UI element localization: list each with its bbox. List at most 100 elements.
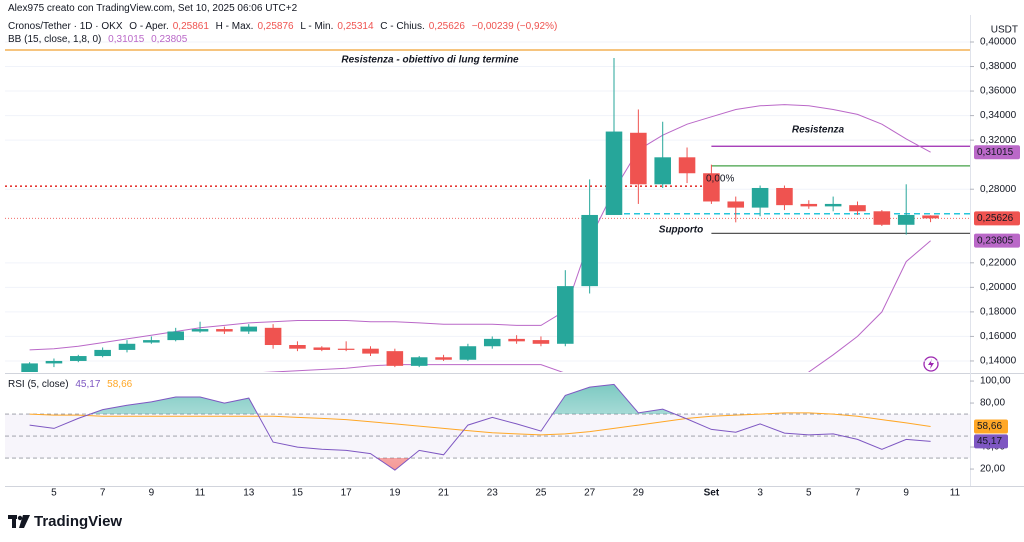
rsi-line bbox=[29, 383, 931, 471]
y-tick-label: 0,32000 bbox=[980, 135, 1017, 146]
logo: TradingView bbox=[8, 513, 122, 530]
annotation: Supporto bbox=[659, 225, 703, 236]
overbought-fill bbox=[29, 384, 931, 415]
last-value-label: 45,17 bbox=[977, 436, 1002, 447]
x-tick-label: 5 bbox=[51, 488, 57, 499]
quote-label: L - Min. bbox=[300, 21, 334, 32]
y-tick-label: 0,18000 bbox=[980, 307, 1017, 318]
symbol: Cronos/Tether · 1D · OKX bbox=[8, 21, 123, 32]
candle-body bbox=[313, 347, 331, 350]
candle-body bbox=[824, 203, 842, 207]
bolt-icon bbox=[923, 356, 939, 372]
x-tick-label: 29 bbox=[633, 488, 645, 499]
x-tick-label: 21 bbox=[438, 488, 450, 499]
candle-body bbox=[289, 345, 306, 349]
candle-body bbox=[21, 363, 38, 372]
candle-body bbox=[459, 346, 477, 360]
annotation: 0,00% bbox=[706, 174, 734, 185]
candle-body bbox=[605, 131, 623, 215]
y-tick-label: 0,38000 bbox=[980, 61, 1017, 72]
candle-body bbox=[435, 357, 452, 360]
candle-body bbox=[800, 203, 818, 207]
candle-body bbox=[727, 201, 745, 208]
last-value-label: 0,31015 bbox=[977, 147, 1014, 158]
candle-body bbox=[776, 187, 793, 206]
x-tick-label: 9 bbox=[149, 488, 155, 499]
candle-body bbox=[143, 340, 160, 343]
last-price-label-bg bbox=[974, 211, 1020, 226]
y-tick-label: 0,16000 bbox=[980, 331, 1017, 342]
x-tick-label: 17 bbox=[341, 488, 353, 499]
x-tick-label: 9 bbox=[903, 488, 909, 499]
candle-body bbox=[678, 157, 696, 174]
y-tick-label: 0,14000 bbox=[980, 356, 1017, 367]
annotation: Resistenza - obiettivo di lung termine bbox=[341, 55, 519, 66]
last-value-label-bg bbox=[974, 419, 1008, 434]
quote-value: 0,25876 bbox=[257, 21, 294, 32]
candle-body bbox=[483, 338, 501, 347]
quote-label: C - Chius. bbox=[380, 21, 425, 32]
last-price-label: 0,25626 bbox=[977, 213, 1014, 224]
bollinger-band bbox=[262, 240, 931, 372]
candle-body bbox=[337, 348, 355, 350]
candle-body bbox=[216, 329, 233, 332]
candle-body bbox=[45, 360, 63, 364]
candle-body bbox=[240, 326, 258, 332]
candle-body bbox=[922, 215, 939, 219]
rsi-pane bbox=[5, 383, 970, 471]
quote-label: O - Aper. bbox=[129, 21, 169, 32]
x-tick-label: 5 bbox=[806, 488, 812, 499]
y-tick-label: 0,22000 bbox=[980, 257, 1017, 268]
change: −0,00239 (−0,92%) bbox=[471, 21, 558, 32]
x-tick-label: 23 bbox=[487, 488, 499, 499]
x-tick-label: 27 bbox=[584, 488, 596, 499]
price-pane bbox=[5, 41, 970, 372]
x-tick-label: 19 bbox=[389, 488, 401, 499]
candle-body bbox=[386, 351, 404, 366]
symbol-legend: Cronos/Tether · 1D · OKX O - Aper. 0,2586… bbox=[8, 21, 561, 32]
candle-body bbox=[581, 214, 598, 287]
candle-body bbox=[410, 357, 428, 366]
candle-body bbox=[897, 214, 915, 225]
candle-body bbox=[118, 343, 136, 350]
last-value-label-bg bbox=[974, 434, 1008, 449]
candle-body bbox=[362, 348, 379, 354]
y-tick-label: 80,00 bbox=[980, 398, 1005, 409]
x-tick-label: 25 bbox=[535, 488, 547, 499]
y-tick-label: 0,20000 bbox=[980, 282, 1017, 293]
x-tick-label: 15 bbox=[292, 488, 304, 499]
bb-name: BB (15, close, 1,8, 0) bbox=[8, 34, 102, 45]
y-tick-label: 0,28000 bbox=[980, 184, 1017, 195]
y-tick-label: 100,00 bbox=[980, 376, 1011, 387]
last-value-label-bg bbox=[974, 145, 1020, 160]
rsi-value: 45,17 bbox=[75, 379, 101, 390]
candle-body bbox=[849, 205, 866, 212]
bb-upper-value: 0,31015 bbox=[108, 34, 145, 45]
candle-body bbox=[191, 329, 209, 332]
y-tick-label: 0,36000 bbox=[980, 86, 1017, 97]
annotation: Resistenza bbox=[792, 125, 845, 136]
quote-label: H - Max. bbox=[215, 21, 254, 32]
candle-body bbox=[751, 187, 769, 208]
x-tick-label: 3 bbox=[757, 488, 763, 499]
x-tick-label: 13 bbox=[243, 488, 255, 499]
x-tick-label: 11 bbox=[950, 488, 961, 499]
y-tick-label: 0,34000 bbox=[980, 110, 1017, 121]
credit: Alex975 creato con TradingView.com, Set … bbox=[8, 3, 298, 14]
candle-body bbox=[654, 157, 671, 185]
last-value-label-bg bbox=[974, 233, 1020, 248]
rsi-name: RSI (5, close) bbox=[8, 379, 69, 390]
candle-body bbox=[532, 340, 550, 344]
candle-body bbox=[508, 338, 525, 342]
rsi-legend: RSI (5, close) 45,17 58,66 bbox=[8, 379, 136, 390]
logo-icon bbox=[8, 514, 30, 528]
candle-body bbox=[630, 132, 647, 185]
candle-body bbox=[70, 356, 87, 361]
bb-legend: BB (15, close, 1,8, 0) 0,31015 0,23805 bbox=[8, 34, 191, 45]
candle-body bbox=[703, 173, 720, 202]
currency: USDT bbox=[991, 25, 1018, 36]
x-tick-label: Set bbox=[704, 488, 720, 499]
x-tick-label: 7 bbox=[855, 488, 861, 499]
